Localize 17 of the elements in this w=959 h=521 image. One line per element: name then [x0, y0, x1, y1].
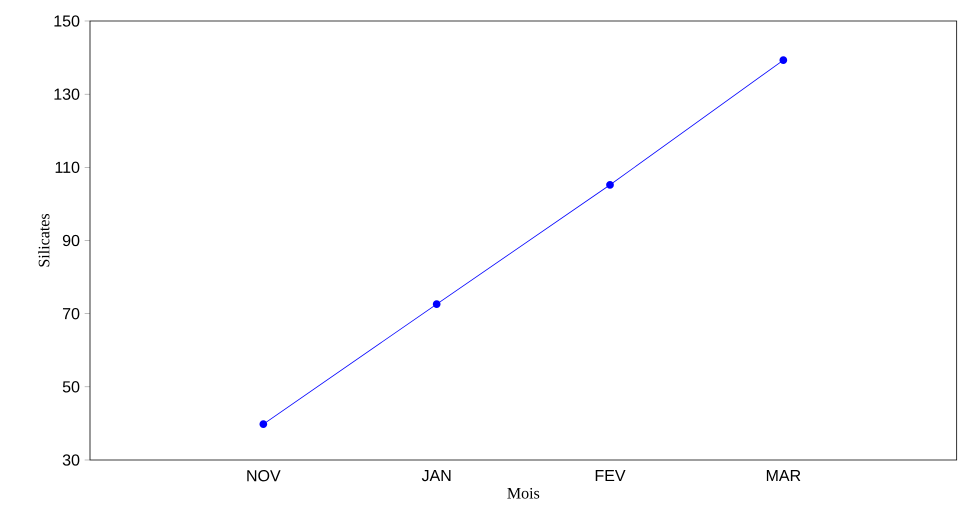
point: [779, 56, 788, 64]
y-tick-label: 90: [62, 234, 80, 246]
y-tick-label: 50: [62, 381, 80, 392]
point: [606, 181, 614, 189]
x-tick-label: NOV: [247, 470, 281, 482]
y-axis-title: Silicates: [38, 214, 50, 267]
point: [432, 300, 441, 308]
x-tick-label: MAR: [766, 470, 800, 482]
point: [259, 420, 268, 428]
y-tick-label: 110: [56, 162, 80, 173]
x-tick-label: FEV: [596, 470, 626, 482]
x-axis-title: Mois: [507, 488, 540, 499]
y-tick-label: 150: [54, 15, 80, 27]
y-tick-label: 70: [62, 308, 80, 320]
x-tick-label: JAN: [422, 470, 450, 482]
y-tick-label: 130: [54, 88, 80, 100]
y-tick-label: 30: [62, 454, 80, 466]
